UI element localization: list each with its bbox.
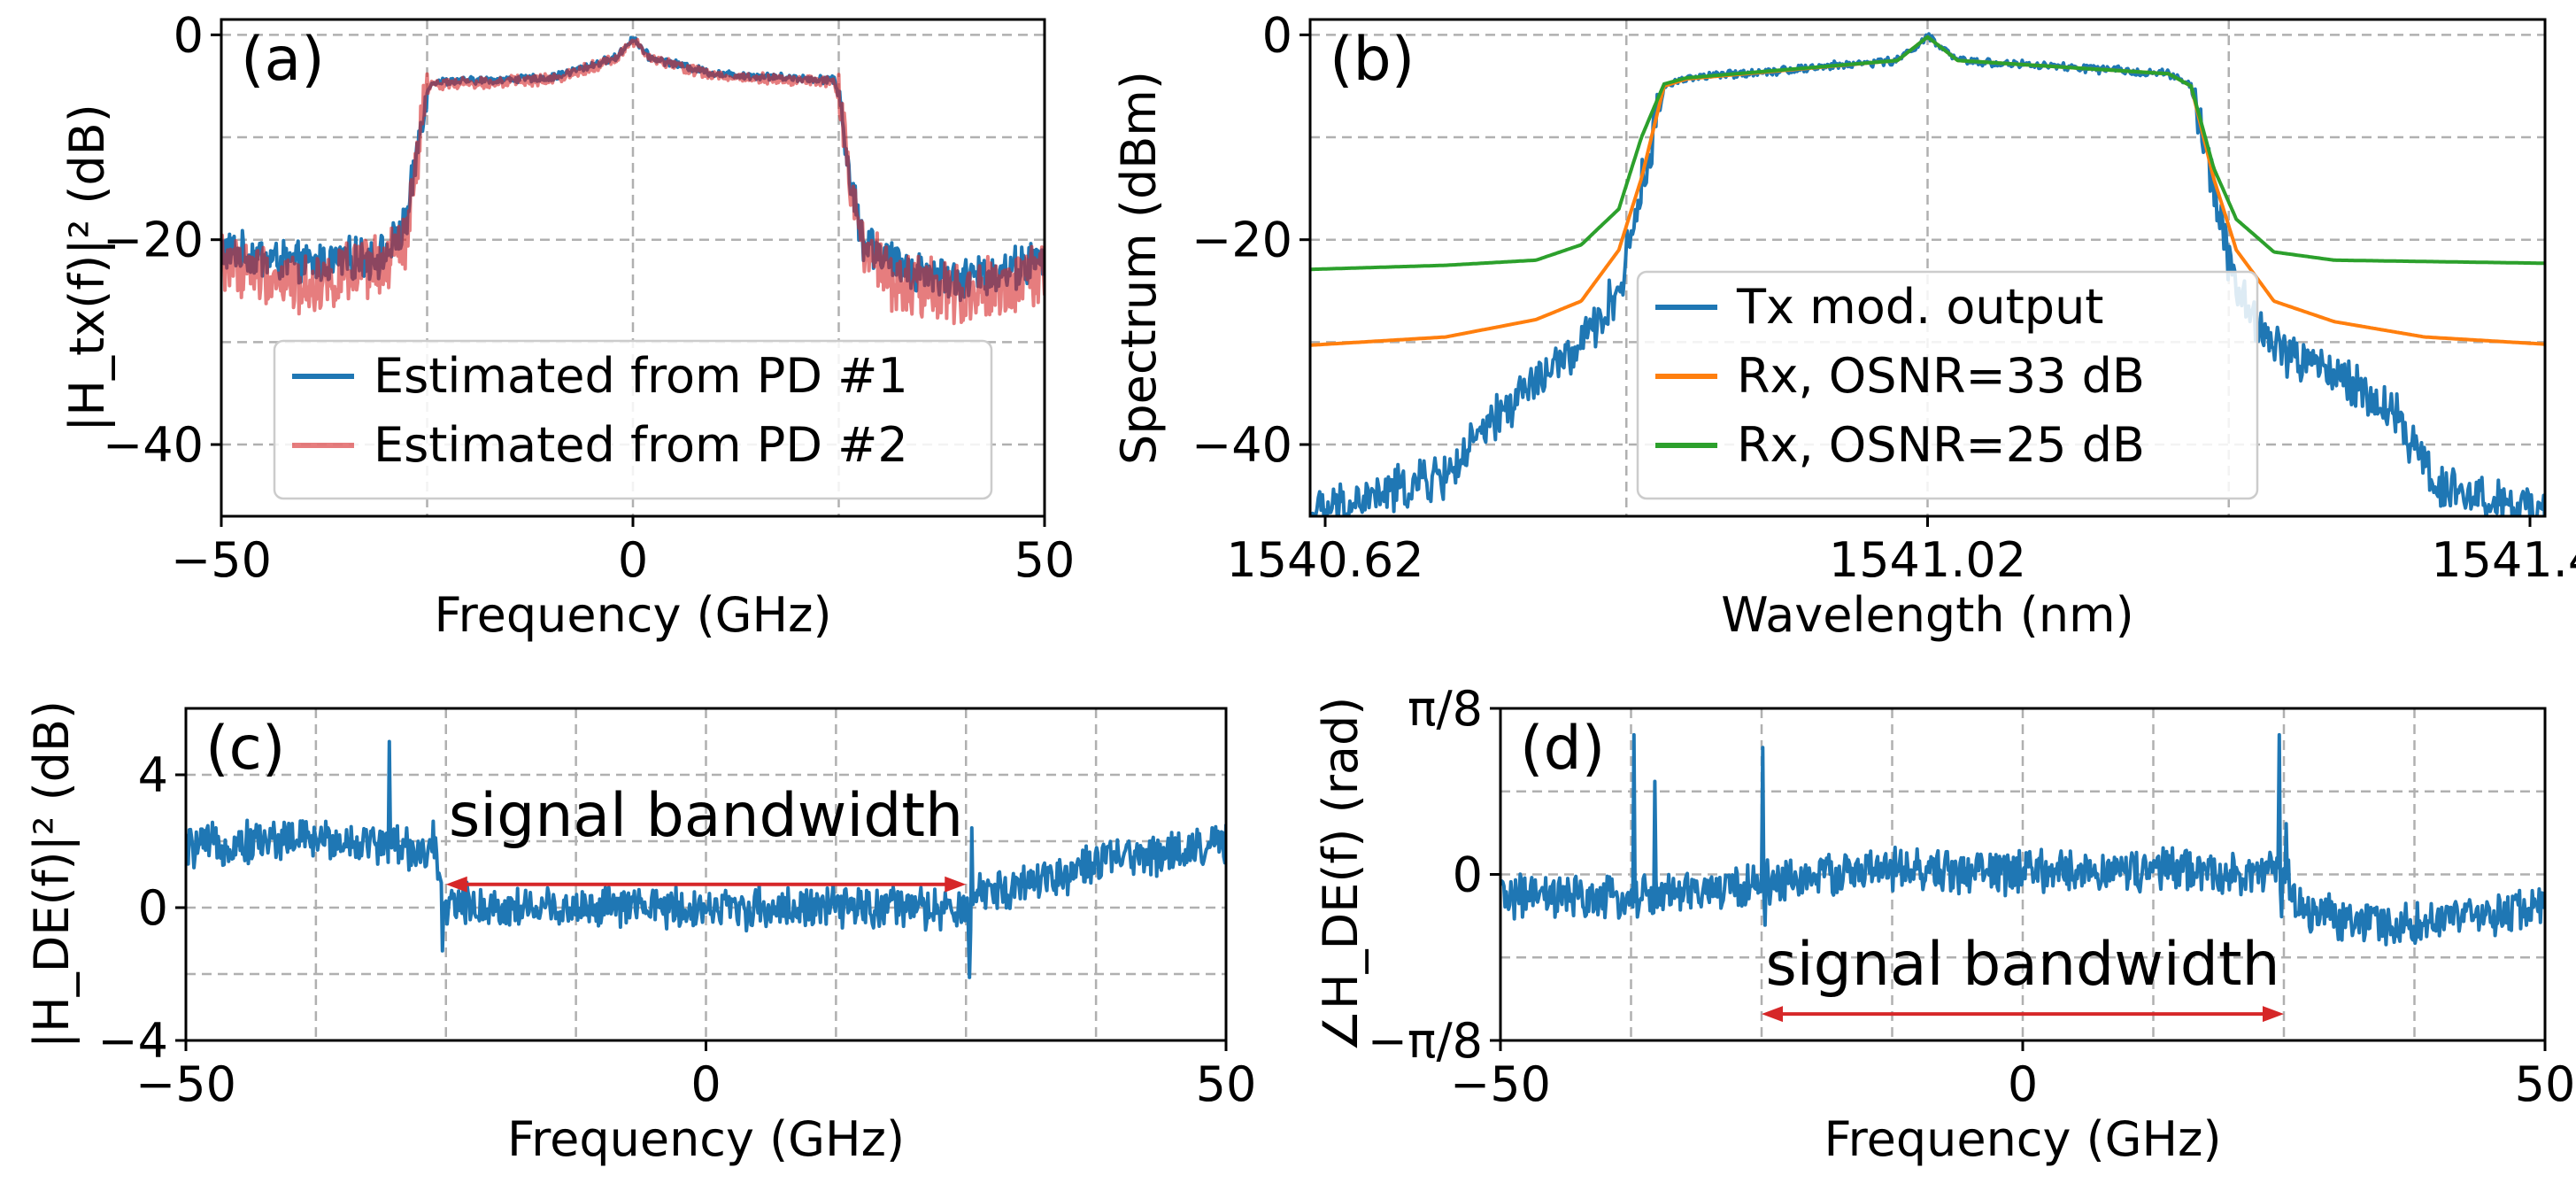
x-axis-label: Frequency (GHz) [507, 1111, 905, 1167]
x-tick-label: 0 [618, 532, 648, 588]
legend-box [273, 339, 993, 500]
y-tick-label: −40 [103, 417, 204, 473]
panel-label: (b) [1330, 25, 1415, 95]
y-axis-label: |H_DE(f)|² (dB) [24, 700, 80, 1048]
panel-label: (c) [205, 714, 285, 784]
x-tick-label: 50 [2515, 1056, 2576, 1112]
y-tick-label: 0 [138, 880, 168, 936]
x-tick-label: 1541.42 [2431, 532, 2576, 588]
y-axis-label: Spectrum (dBm) [1111, 71, 1167, 465]
arrow-head-right [945, 876, 967, 893]
x-tick-label: 0 [2008, 1056, 2038, 1112]
series-line [1500, 732, 2545, 947]
y-tick-label: 0 [1453, 847, 1483, 903]
arrow-head-left [1762, 1006, 1783, 1023]
x-tick-label: 50 [1196, 1056, 1257, 1112]
y-tick-label: −20 [103, 213, 204, 268]
x-tick-label: 1540.62 [1226, 532, 1423, 588]
panel-label: (d) [1520, 714, 1605, 784]
annotation-text: signal bandwidth [449, 781, 963, 851]
x-tick-label: 1541.02 [1829, 532, 2026, 588]
series-line [186, 739, 1226, 979]
arrow-head-right [2263, 1006, 2284, 1023]
y-tick-label: 0 [174, 7, 204, 63]
x-tick-label: −50 [1450, 1056, 1551, 1112]
x-axis-label: Wavelength (nm) [1721, 587, 2133, 643]
y-tick-label: 4 [138, 747, 168, 803]
legend-entry: Tx mod. output [1736, 279, 2103, 335]
y-tick-label: 0 [1262, 7, 1292, 63]
y-tick-label: −π/8 [1368, 1013, 1483, 1069]
series-line [221, 37, 1045, 326]
x-tick-label: −50 [135, 1056, 236, 1112]
arrow-head-left [445, 876, 467, 893]
legend-entry: Rx, OSNR=33 dB [1737, 348, 2145, 404]
panel-d: −50 0 50 π/8 0 −π/8 Frequency (GHz) ∠H_DE(f) (r… [1313, 681, 2575, 1167]
x-tick-label: 0 [690, 1056, 721, 1112]
y-tick-label: −20 [1192, 213, 1292, 268]
y-tick-label: −4 [97, 1013, 168, 1069]
x-axis-label: Frequency (GHz) [434, 587, 831, 643]
x-axis-label: Frequency (GHz) [1824, 1111, 2221, 1167]
panel-b: 1540.62 1541.02 1541.42 0 −20 −40 Wavelength (… [1111, 7, 2576, 643]
x-tick-label: 50 [1014, 532, 1076, 588]
legend-entry: Rx, OSNR=25 dB [1737, 417, 2145, 473]
annotation-text: signal bandwidth [1765, 930, 2279, 1000]
panel-label: (a) [241, 25, 325, 95]
y-tick-label: π/8 [1408, 681, 1483, 737]
y-axis-label: |H_tx(f)|² (dB) [59, 104, 115, 432]
legend-entry: Estimated from PD #2 [374, 417, 908, 473]
panel-c: −50 0 50 4 0 −4 Frequency (GHz) |H_DE(f)|² (dB)… [24, 700, 1256, 1167]
legend-box [1636, 270, 2259, 500]
panel-a: −50 0 50 0 −20 −40 Frequency (GHz) |H_tx(f)|² (… [59, 7, 1075, 643]
legend-entry: Estimated from PD #1 [374, 348, 908, 404]
y-axis-label: ∠H_DE(f) (rad) [1313, 697, 1369, 1053]
y-tick-label: −40 [1192, 417, 1292, 473]
x-tick-label: −50 [171, 532, 272, 588]
series-line [1310, 35, 2545, 272]
